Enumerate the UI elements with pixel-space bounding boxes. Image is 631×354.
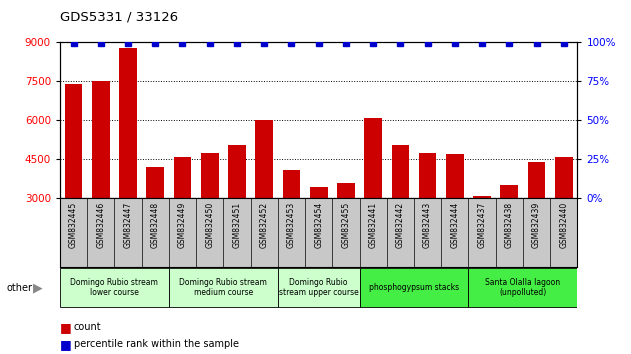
Text: GSM832438: GSM832438 <box>505 202 514 248</box>
Text: GSM832453: GSM832453 <box>287 202 296 248</box>
Bar <box>500 185 518 276</box>
Text: GSM832450: GSM832450 <box>205 202 214 248</box>
Text: GSM832451: GSM832451 <box>232 202 242 248</box>
Text: Domingo Rubio stream
lower course: Domingo Rubio stream lower course <box>71 278 158 297</box>
Text: GDS5331 / 33126: GDS5331 / 33126 <box>60 11 178 24</box>
Bar <box>419 153 437 276</box>
Text: ■: ■ <box>60 338 72 350</box>
FancyBboxPatch shape <box>169 268 278 307</box>
Bar <box>283 170 300 276</box>
Text: GSM832441: GSM832441 <box>369 202 377 248</box>
Bar <box>92 81 110 276</box>
Bar <box>256 120 273 276</box>
Text: GSM832446: GSM832446 <box>97 202 105 248</box>
Bar <box>65 84 83 276</box>
Text: phosphogypsum stacks: phosphogypsum stacks <box>369 283 459 292</box>
Text: GSM832437: GSM832437 <box>478 202 487 248</box>
Text: GSM832452: GSM832452 <box>260 202 269 248</box>
Text: ■: ■ <box>60 321 72 334</box>
Bar <box>310 187 327 276</box>
FancyBboxPatch shape <box>278 268 360 307</box>
Text: GSM832454: GSM832454 <box>314 202 323 248</box>
Text: other: other <box>6 282 32 293</box>
Bar <box>473 196 491 276</box>
Text: percentile rank within the sample: percentile rank within the sample <box>74 339 239 349</box>
FancyBboxPatch shape <box>60 268 169 307</box>
Bar <box>174 157 191 276</box>
Text: GSM832444: GSM832444 <box>451 202 459 248</box>
Text: count: count <box>74 322 102 332</box>
Bar <box>228 145 246 276</box>
Text: GSM832445: GSM832445 <box>69 202 78 248</box>
Bar <box>364 118 382 276</box>
Text: GSM832449: GSM832449 <box>178 202 187 248</box>
Text: ▶: ▶ <box>33 281 43 294</box>
Bar <box>446 154 464 276</box>
FancyBboxPatch shape <box>468 268 577 307</box>
Text: GSM832448: GSM832448 <box>151 202 160 248</box>
Text: Domingo Rubio stream
medium course: Domingo Rubio stream medium course <box>179 278 268 297</box>
Bar <box>528 162 545 276</box>
FancyBboxPatch shape <box>360 268 468 307</box>
Text: GSM832443: GSM832443 <box>423 202 432 248</box>
Bar <box>337 183 355 276</box>
Bar <box>119 48 137 276</box>
Bar <box>555 157 572 276</box>
Text: Santa Olalla lagoon
(unpolluted): Santa Olalla lagoon (unpolluted) <box>485 278 560 297</box>
Text: GSM832455: GSM832455 <box>341 202 350 248</box>
Text: GSM832439: GSM832439 <box>532 202 541 248</box>
Bar <box>201 153 218 276</box>
Bar <box>146 167 164 276</box>
Text: GSM832442: GSM832442 <box>396 202 405 248</box>
Text: GSM832440: GSM832440 <box>559 202 569 248</box>
Text: GSM832447: GSM832447 <box>124 202 133 248</box>
Text: Domingo Rubio
stream upper course: Domingo Rubio stream upper course <box>279 278 358 297</box>
Bar <box>391 145 409 276</box>
